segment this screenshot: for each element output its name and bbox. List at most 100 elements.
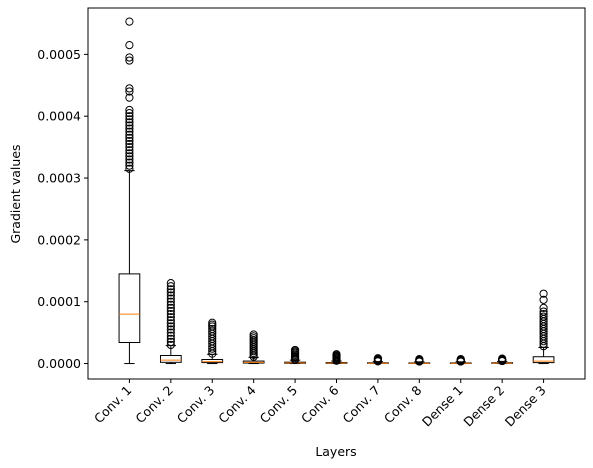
outlier-point: [166, 328, 175, 337]
x-tick-label: Conv. 7: [339, 383, 383, 427]
outlier-point: [166, 297, 175, 306]
outlier-point: [166, 334, 175, 343]
box-group: [201, 318, 224, 365]
outlier-point: [125, 41, 134, 50]
outlier-point: [125, 155, 134, 164]
box-group: [118, 17, 141, 365]
x-tick-label: Conv. 3: [174, 383, 218, 427]
outlier-point: [166, 340, 175, 350]
outlier-point: [539, 303, 548, 312]
outlier-point: [125, 17, 134, 26]
box: [201, 359, 224, 364]
outlier-point: [208, 324, 217, 334]
outlier-point: [166, 313, 175, 322]
outlier-point: [125, 112, 134, 121]
outlier-point: [125, 133, 134, 142]
outlier-point: [166, 322, 175, 331]
outlier-point: [125, 53, 134, 62]
x-tick-label: Conv. 4: [215, 382, 259, 426]
y-axis-label: Gradient values: [8, 144, 23, 243]
y-tick-label: 0.0003: [37, 171, 81, 186]
outlier-point: [125, 130, 134, 139]
y-axis-ticks: 0.0000 0.0001 0.0002 0.0003 0.0004 0.0005: [37, 47, 88, 371]
y-tick-label: 0.0001: [37, 294, 81, 309]
box-group: [367, 354, 389, 366]
outlier-point: [125, 139, 134, 149]
box-group: [449, 354, 472, 366]
outlier-point: [166, 294, 175, 303]
outlier-point: [373, 354, 383, 363]
outlier-point: [125, 161, 134, 170]
outlier-point: [125, 84, 134, 93]
outlier-point: [166, 288, 175, 297]
outlier-point: [125, 105, 134, 115]
x-axis-label: Layers: [315, 444, 356, 459]
outlier-point: [539, 312, 548, 321]
outlier-point: [208, 318, 217, 327]
outlier-point: [166, 306, 175, 316]
outlier-point: [166, 279, 175, 288]
box-group: [408, 354, 431, 366]
outlier-point: [125, 93, 134, 102]
x-tick-label: Dense 1: [419, 383, 466, 430]
box-group: [159, 279, 182, 365]
x-tick-label: Dense 2: [460, 383, 507, 430]
outlier-point: [125, 136, 134, 146]
y-tick-label: 0.0002: [37, 232, 81, 247]
outlier-point: [249, 330, 258, 339]
outlier-point: [125, 109, 134, 118]
outlier-point: [456, 354, 465, 364]
y-tick-label: 0.0005: [37, 47, 81, 62]
outlier-point: [539, 307, 548, 316]
outlier-point: [166, 331, 175, 340]
outlier-point: [539, 289, 548, 298]
outlier-point: [166, 300, 175, 309]
outlier-point: [166, 303, 175, 312]
outlier-point: [125, 121, 134, 130]
outlier-point: [290, 345, 300, 355]
box: [159, 355, 182, 363]
outlier-point: [332, 350, 341, 359]
axes-frame: [87, 7, 586, 380]
outlier-point: [498, 354, 507, 363]
outlier-point: [125, 87, 134, 96]
outlier-point: [166, 325, 175, 334]
x-tick-label: Conv. 1: [91, 383, 135, 427]
outlier-point: [166, 337, 175, 346]
box-group: [491, 354, 514, 366]
outlier-point: [125, 118, 134, 127]
box: [532, 356, 555, 364]
outlier-point: [125, 158, 134, 167]
outlier-point: [539, 295, 548, 304]
y-tick-label: 0.0004: [37, 109, 81, 124]
outlier-point: [125, 149, 134, 158]
y-tick-label: 0.0000: [37, 356, 81, 371]
outlier-point: [539, 309, 548, 319]
outlier-point: [125, 143, 134, 152]
outlier-point: [166, 309, 175, 319]
box: [118, 273, 141, 344]
box-group: [284, 345, 306, 365]
outlier-point: [125, 152, 134, 161]
outlier-point: [166, 316, 175, 325]
x-tick-label: Conv. 6: [298, 382, 342, 426]
box-group: [242, 330, 265, 365]
outlier-point: [166, 282, 175, 291]
outlier-point: [125, 127, 134, 136]
outlier-point: [125, 124, 134, 133]
x-tick-label: Conv. 8: [381, 382, 425, 426]
box-group: [325, 350, 348, 365]
x-tick-label: Conv. 5: [257, 383, 301, 427]
x-tick-label: Dense 3: [502, 383, 549, 430]
box-group: [532, 289, 555, 365]
outlier-point: [166, 319, 175, 328]
outlier-point: [125, 56, 134, 65]
outlier-point: [415, 354, 424, 364]
x-tick-label: Conv. 2: [132, 383, 176, 427]
outlier-point: [166, 291, 175, 300]
outlier-point: [125, 115, 134, 124]
outlier-point: [125, 164, 134, 173]
outlier-point: [166, 285, 175, 294]
